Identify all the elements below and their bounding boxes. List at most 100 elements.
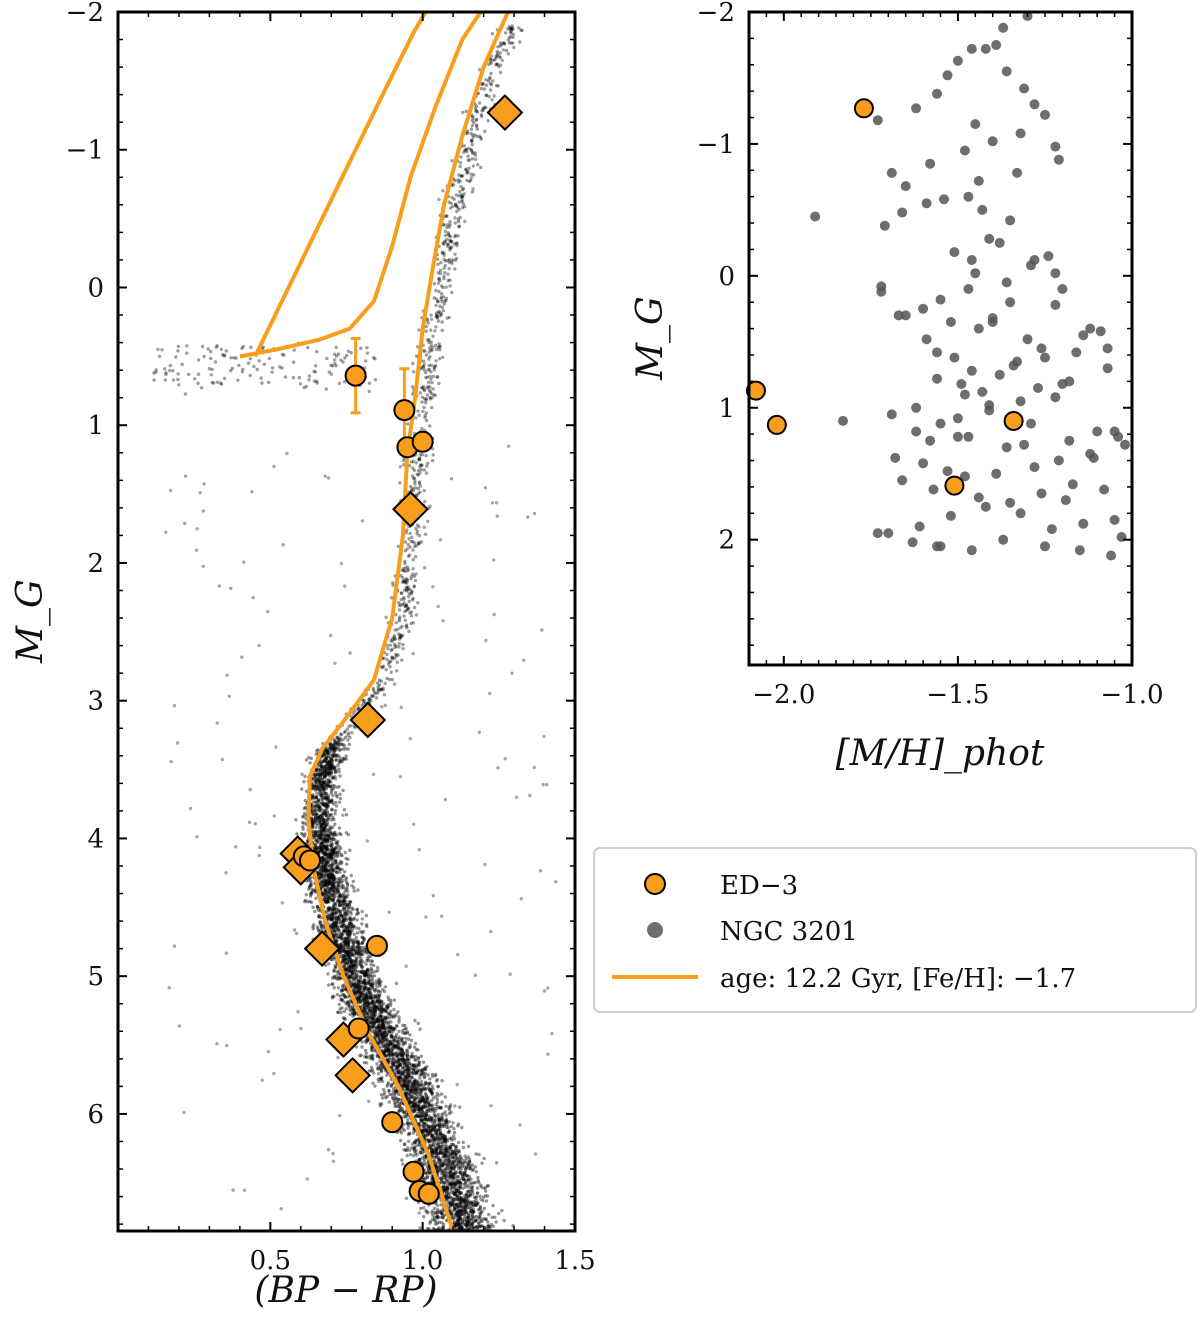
ngc3201-cmd-point [338, 792, 342, 796]
ngc3201-cmd-point [327, 905, 331, 910]
ngc3201-cmd-point [422, 1097, 426, 1101]
ngc3201-cmd-point [401, 1127, 405, 1131]
ngc3201-cmd-point [458, 1178, 462, 1182]
ngc3201-cmd-point [486, 1220, 490, 1224]
ngc3201-cmd-point [344, 953, 348, 957]
ngc3201-cmd-point [368, 1056, 372, 1061]
ngc3201-cmd-point [346, 939, 350, 943]
ngc3201-cmd-point [334, 911, 338, 915]
ngc3201-cmd-point [330, 864, 334, 868]
ngc3201-cmd-point [347, 1004, 351, 1008]
ngc3201-cmd-point [433, 1150, 438, 1154]
ngc3201-cmd-point [325, 838, 330, 842]
ngc3201-cmd-point [341, 878, 345, 883]
ngc3201-cmd-point [394, 1068, 399, 1072]
ngc3201-cmd-point [437, 1151, 441, 1155]
ngc3201-cmd-point [377, 989, 381, 993]
ngc3201-cmd-point [352, 932, 357, 936]
ngc3201-cmd-point [361, 992, 365, 997]
ngc3201-cmd-point [317, 928, 321, 933]
ngc3201-cmd-point [468, 1226, 472, 1231]
ngc3201-cmd-point [386, 1047, 390, 1051]
ngc3201-cmd-point [340, 941, 344, 946]
ngc3201-cmd-point [319, 836, 323, 840]
ngc3201-cmd-point [456, 1186, 460, 1191]
ngc3201-cmd-point [315, 749, 319, 753]
ngc3201-cmd-point [475, 1191, 480, 1196]
ngc3201-cmd-point [470, 1201, 475, 1206]
ngc3201-cmd-point [391, 1068, 396, 1072]
ngc3201-cmd-point [440, 1221, 444, 1225]
ngc3201-cmd-point [325, 847, 329, 851]
ngc3201-cmd-point [401, 1110, 406, 1114]
ngc3201-cmd-point [420, 1119, 424, 1124]
ngc3201-cmd-point [417, 1114, 421, 1118]
ngc3201-cmd-point [433, 1127, 437, 1131]
ngc3201-cmd-point [337, 887, 341, 891]
ngc3201-cmd-point [329, 762, 333, 766]
ngc3201-cmd-point [336, 986, 341, 990]
ngc3201-cmd-point [415, 1095, 419, 1099]
ngc3201-cmd-point [322, 752, 326, 757]
ngc3201-cmd-point [443, 1138, 447, 1142]
ngc3201-cmd-point [320, 816, 324, 821]
ngc3201-cmd-point [323, 748, 327, 752]
ngc3201-cmd-point [402, 1128, 407, 1132]
ngc3201-cmd-point [303, 898, 308, 903]
ngc3201-cmd-point [331, 751, 336, 755]
ngc3201-cmd-point [406, 1082, 411, 1086]
ngc3201-cmd-point [369, 995, 374, 1000]
ngc3201-cmd-point [414, 1058, 418, 1062]
ngc3201-cmd-point [398, 1063, 402, 1067]
ngc3201-cmd-point [350, 928, 354, 933]
ngc3201-cmd-point [377, 978, 382, 983]
ngc3201-cmd-point [465, 1215, 469, 1220]
ngc3201-cmd-point [446, 1126, 450, 1130]
ngc3201-cmd-point [329, 888, 334, 893]
ngc3201-cmd-point [442, 1137, 446, 1141]
ngc3201-cmd-point [391, 1051, 395, 1056]
ngc3201-cmd-point [436, 1214, 440, 1219]
ngc3201-cmd-point [434, 1164, 438, 1169]
ngc3201-cmd-point [437, 1156, 441, 1161]
ngc3201-cmd-point [362, 937, 366, 941]
ngc3201-cmd-point [334, 800, 338, 805]
ngc3201-cmd-point [376, 1019, 380, 1023]
ngc3201-cmd-point [338, 943, 342, 947]
ngc3201-cmd-point [370, 1029, 375, 1034]
ngc3201-cmd-point [391, 1047, 395, 1052]
ngc3201-cmd-point [406, 1037, 411, 1041]
ngc3201-cmd-point [346, 958, 350, 963]
ngc3201-cmd-point [316, 823, 320, 827]
ngc3201-cmd-point [347, 900, 351, 904]
ngc3201-cmd-point [322, 827, 326, 831]
ngc3201-cmd-point [408, 1100, 412, 1104]
ngc3201-cmd-point [379, 1041, 383, 1045]
ngc3201-cmd-point [410, 1088, 414, 1093]
ngc3201-cmd-point [337, 910, 342, 914]
ngc3201-cmd-point [457, 1180, 461, 1185]
ngc3201-cmd-point [489, 1222, 493, 1227]
ngc3201-cmd-point [439, 1151, 444, 1155]
ngc3201-cmd-point [343, 995, 347, 999]
ngc3201-cmd-point [346, 906, 351, 911]
ngc3201-cmd-point [357, 955, 361, 959]
ngc3201-cmd-point [349, 931, 353, 936]
ngc3201-cmd-point [338, 774, 342, 778]
ngc3201-cmd-point [383, 1048, 387, 1053]
ngc3201-cmd-point [384, 1019, 388, 1024]
ngc3201-cmd-point [325, 835, 329, 840]
ngc3201-cmd-point [316, 908, 320, 912]
ngc3201-cmd-point [338, 910, 342, 914]
ngc3201-cmd-point [331, 836, 335, 840]
ngc3201-cmd-point [322, 833, 327, 837]
ngc3201-cmd-point [307, 885, 312, 889]
ngc3201-cmd-point [387, 1100, 391, 1104]
ngc3201-cmd-point [337, 918, 341, 922]
ngc3201-cmd-point [399, 1101, 404, 1106]
ngc3201-cmd-point [404, 1196, 409, 1201]
ngc3201-cmd-point [324, 750, 328, 755]
ngc3201-cmd-point [330, 775, 335, 780]
ngc3201-cmd-point [364, 913, 369, 918]
ngc3201-cmd-point [451, 1233, 454, 1236]
